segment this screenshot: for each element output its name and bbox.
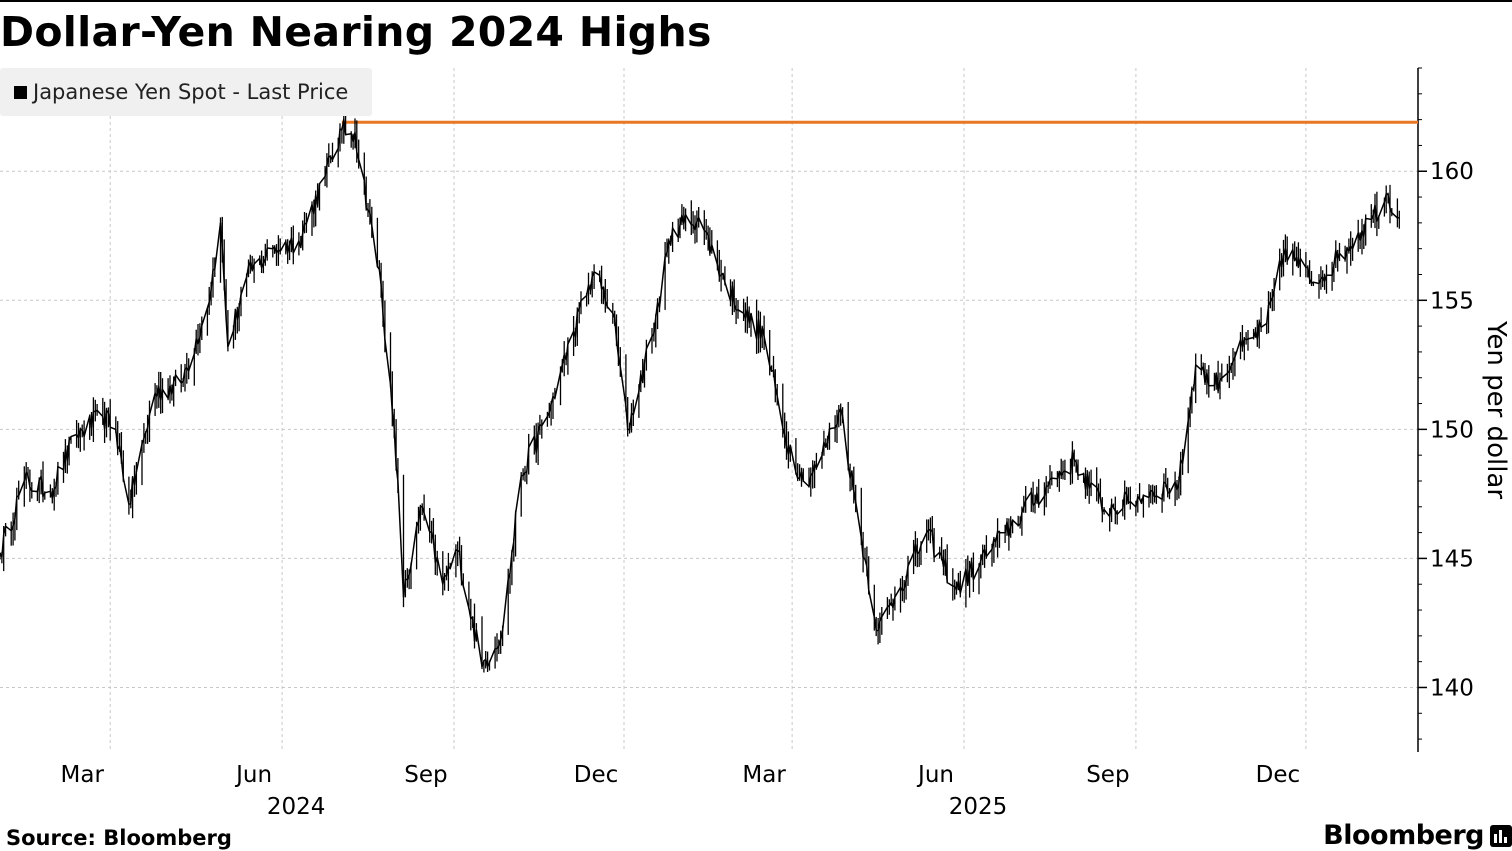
legend-label: Japanese Yen Spot - Last Price bbox=[33, 80, 349, 104]
brand-name: Bloomberg bbox=[1323, 820, 1484, 851]
chart-title: Dollar-Yen Nearing 2024 Highs bbox=[0, 8, 712, 56]
daily-range-bars bbox=[0, 107, 1400, 673]
grid bbox=[0, 68, 1418, 752]
legend: Japanese Yen Spot - Last Price bbox=[0, 68, 372, 116]
x-axis: Mar Jun Sep Dec Mar Jun Sep Dec 2024 2025 bbox=[61, 762, 1301, 820]
legend-swatch bbox=[14, 85, 27, 99]
x-tick-label: Dec bbox=[574, 762, 619, 788]
x-tick-label: Mar bbox=[61, 762, 105, 788]
y-tick-label: 160 bbox=[1430, 159, 1474, 185]
y-axis-title: Yen per dollar bbox=[1481, 320, 1511, 499]
x-tick-label: Sep bbox=[1086, 762, 1129, 788]
top-rule bbox=[0, 0, 1512, 2]
y-tick-label: 155 bbox=[1430, 288, 1474, 314]
brand-logo: Bloomberg bbox=[1323, 820, 1512, 851]
y-tick-label: 150 bbox=[1430, 417, 1474, 443]
series-line-yen-spot bbox=[0, 118, 1400, 668]
x-tick-label: Mar bbox=[742, 762, 786, 788]
x-tick-label: Dec bbox=[1256, 762, 1301, 788]
y-tick-label: 145 bbox=[1430, 546, 1474, 572]
source-note: Source: Bloomberg bbox=[6, 826, 232, 850]
x-year-label: 2025 bbox=[949, 794, 1008, 820]
x-year-label: 2024 bbox=[267, 794, 326, 820]
x-tick-label: Jun bbox=[234, 762, 272, 788]
x-tick-label: Jun bbox=[916, 762, 954, 788]
y-axis: 140 145 150 155 160 bbox=[1418, 67, 1474, 740]
x-tick-label: Sep bbox=[404, 762, 447, 788]
y-tick-label: 140 bbox=[1430, 675, 1474, 701]
bloomberg-terminal-icon bbox=[1490, 824, 1512, 847]
